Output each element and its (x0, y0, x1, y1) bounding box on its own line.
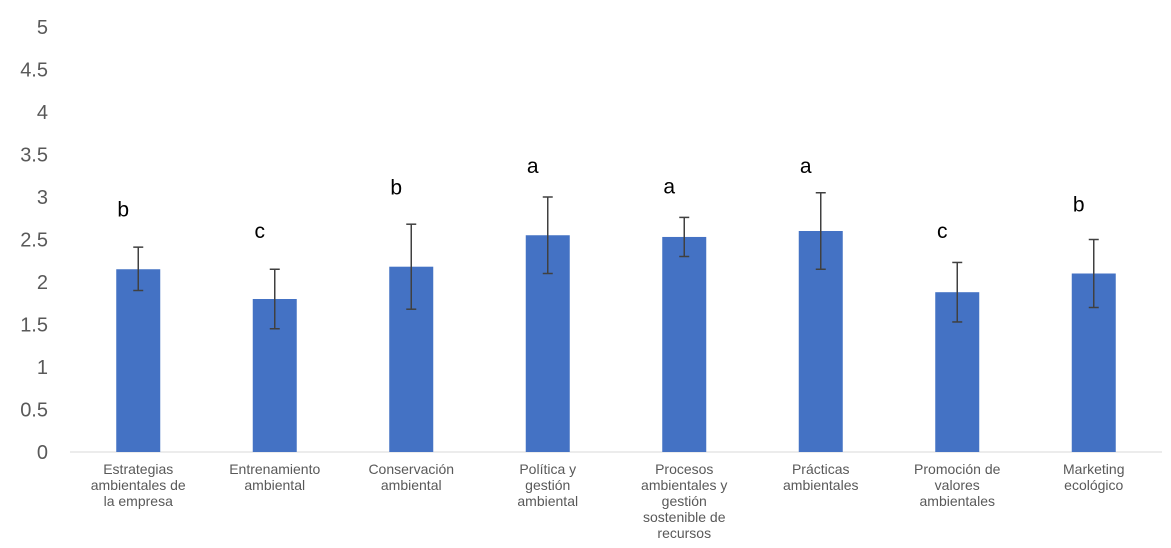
y-tick-label: 2 (37, 272, 48, 294)
bar (662, 236, 707, 452)
x-tick-label-line: Procesos (655, 461, 713, 477)
x-tick-label-line: Promoción de (914, 461, 1001, 477)
x-tick-label-line: gestión (662, 493, 707, 509)
y-tick-label: 3.5 (20, 145, 48, 167)
significance-label: c (255, 220, 266, 243)
y-tick-label: 4 (37, 102, 48, 124)
x-tick-label: Prácticas ambientales (783, 461, 859, 493)
significance-label: c (937, 220, 948, 243)
x-tick-label-line: ambientales (920, 493, 996, 509)
x-tick-label: Procesos ambientales y gestión sostenible d… (641, 461, 727, 541)
x-tick-label: Conservación ambiental (368, 461, 454, 493)
significance-label: a (800, 155, 812, 178)
x-tick-label: Política y gestión ambiental (517, 461, 578, 509)
error-bars-layer (133, 192, 1099, 330)
x-tick-label-line: recursos (657, 525, 711, 541)
x-tick-label-line: Entrenamiento (229, 461, 320, 477)
y-tick-label: 1.5 (20, 315, 48, 337)
significance-label: b (1073, 193, 1085, 216)
x-tick-label-line: sostenible de (643, 509, 726, 525)
significance-label: a (527, 155, 539, 178)
significance-label: b (390, 176, 402, 199)
x-tick-label-line: ambiental (244, 477, 305, 493)
y-tick-label: 2.5 (20, 230, 48, 252)
x-tick-label: Entrenamiento ambiental (229, 461, 320, 493)
x-tick-label-line: Prácticas (792, 461, 850, 477)
y-tick-label: 0 (37, 442, 48, 464)
x-tick-label-line: ambiental (517, 493, 578, 509)
x-tick-label-line: Conservación (368, 461, 454, 477)
x-tick-label-line: Política y (519, 461, 576, 477)
x-tick-label-line: ambiental (381, 477, 442, 493)
x-tick-label: Estrategias ambientales de la empresa (91, 461, 186, 509)
axis-layer: 0 0.5 1 1.5 2 2.5 3 3.5 4 4.5 5 (20, 17, 1162, 464)
y-tick-label: 4.5 (20, 60, 48, 82)
bar (116, 269, 161, 452)
x-tick-label-line: Marketing (1063, 461, 1124, 477)
x-tick-label-line: ambientales y (641, 477, 727, 493)
significance-label: a (663, 176, 675, 199)
x-tick-label-line: Estrategias (103, 461, 173, 477)
x-tick-label-line: ambientales de (91, 477, 186, 493)
x-tick-label: Marketing ecológico (1063, 461, 1124, 493)
x-tick-label-line: valores (935, 477, 980, 493)
y-tick-label: 5 (37, 17, 48, 39)
x-tick-label-line: la empresa (104, 493, 173, 509)
x-tick-label-line: ambientales (783, 477, 859, 493)
y-tick-label: 3 (37, 187, 48, 209)
significance-label: b (117, 199, 129, 222)
bars-layer (116, 231, 1116, 452)
x-tick-label-line: ecológico (1064, 477, 1123, 493)
x-tick-label-line: gestión (525, 477, 570, 493)
y-tick-label: 0.5 (20, 400, 48, 422)
y-tick-label: 1 (37, 357, 48, 379)
x-tick-label: Promoción de valores ambientales (914, 461, 1001, 509)
labels-layer: b Estrategias ambientales de la empresa c Ent… (91, 155, 1125, 541)
